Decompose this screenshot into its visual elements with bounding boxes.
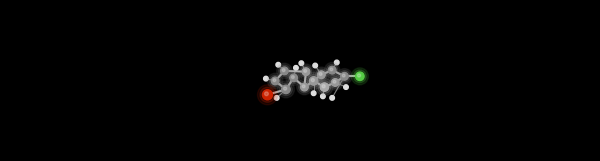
Circle shape xyxy=(331,79,339,86)
Circle shape xyxy=(358,74,361,77)
Circle shape xyxy=(320,94,325,99)
Circle shape xyxy=(283,87,287,90)
Circle shape xyxy=(282,69,285,72)
Circle shape xyxy=(257,85,277,105)
Circle shape xyxy=(286,70,301,85)
Circle shape xyxy=(265,92,268,96)
Circle shape xyxy=(298,64,314,79)
Circle shape xyxy=(319,72,322,76)
Circle shape xyxy=(320,83,329,91)
Circle shape xyxy=(288,72,299,84)
Circle shape xyxy=(300,66,312,77)
Circle shape xyxy=(293,66,298,70)
Circle shape xyxy=(305,72,322,89)
Circle shape xyxy=(344,85,349,89)
Circle shape xyxy=(334,60,339,65)
Circle shape xyxy=(341,72,349,80)
Circle shape xyxy=(277,81,295,98)
Circle shape xyxy=(326,64,338,76)
Circle shape xyxy=(290,74,298,82)
Circle shape xyxy=(311,91,316,95)
Circle shape xyxy=(268,73,283,89)
Circle shape xyxy=(329,77,341,88)
Circle shape xyxy=(278,65,290,77)
Circle shape xyxy=(307,75,320,87)
Circle shape xyxy=(314,67,329,82)
Circle shape xyxy=(325,62,340,78)
Circle shape xyxy=(322,85,325,88)
Circle shape xyxy=(280,83,292,96)
Circle shape xyxy=(316,69,327,80)
Circle shape xyxy=(337,69,352,84)
Circle shape xyxy=(302,85,305,88)
Circle shape xyxy=(352,68,368,85)
Circle shape xyxy=(299,61,304,66)
Circle shape xyxy=(271,77,279,85)
Circle shape xyxy=(318,81,331,93)
Circle shape xyxy=(356,72,364,80)
Circle shape xyxy=(328,66,336,74)
Circle shape xyxy=(330,68,333,71)
Circle shape xyxy=(273,79,276,82)
Circle shape xyxy=(353,70,366,83)
Circle shape xyxy=(277,63,292,79)
Circle shape xyxy=(304,69,307,72)
Circle shape xyxy=(299,81,310,93)
Circle shape xyxy=(292,76,295,79)
Circle shape xyxy=(310,77,318,85)
Circle shape xyxy=(282,85,290,94)
Circle shape xyxy=(342,74,345,77)
Circle shape xyxy=(276,62,281,67)
Circle shape xyxy=(262,90,272,100)
Circle shape xyxy=(328,75,343,90)
Circle shape xyxy=(260,87,275,102)
Circle shape xyxy=(330,95,334,100)
Circle shape xyxy=(263,76,268,81)
Circle shape xyxy=(333,80,336,83)
Circle shape xyxy=(313,63,317,68)
Circle shape xyxy=(301,83,308,91)
Circle shape xyxy=(317,71,325,79)
Circle shape xyxy=(316,79,333,95)
Circle shape xyxy=(338,71,350,82)
Circle shape xyxy=(311,78,314,82)
Circle shape xyxy=(269,75,281,87)
Circle shape xyxy=(297,79,312,95)
Circle shape xyxy=(302,68,310,76)
Circle shape xyxy=(274,95,279,100)
Circle shape xyxy=(281,67,288,75)
